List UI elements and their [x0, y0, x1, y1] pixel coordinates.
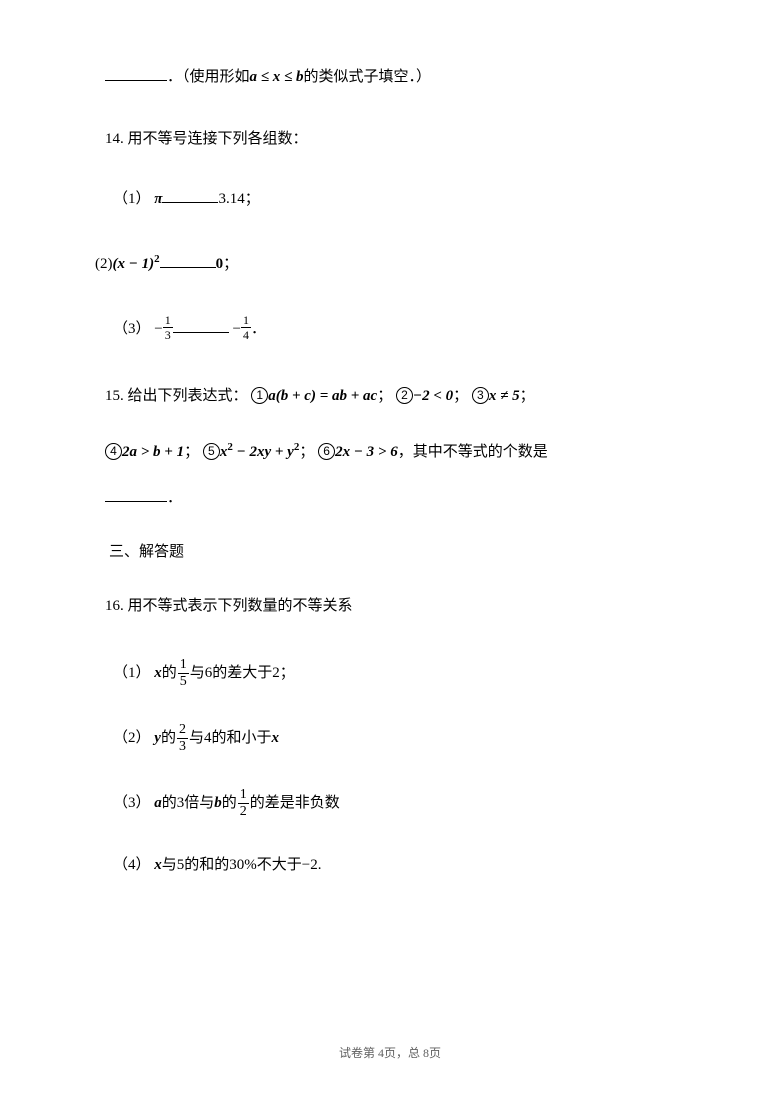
label: (2): [95, 256, 113, 272]
num: 2: [177, 723, 188, 739]
x: x: [154, 665, 162, 681]
q16-sub4: （4） x与5的和的30%不大于−2.: [105, 853, 685, 877]
frac-1-5: 15: [178, 658, 189, 689]
zero: 0: [216, 256, 224, 272]
pi: π: [154, 191, 162, 207]
punct: ．: [167, 490, 182, 506]
circled-2: 2: [396, 387, 413, 404]
tail: ，其中不等式的个数是: [398, 444, 548, 460]
frac-2-3: 23: [177, 723, 188, 754]
num: 1: [241, 314, 251, 328]
expr1: a(b + c) = ab + ac: [268, 388, 377, 404]
num: 1: [178, 658, 189, 674]
text: 的3倍与: [162, 795, 215, 811]
circled-5: 5: [203, 443, 220, 460]
circled-1: 1: [251, 387, 268, 404]
sep: ；: [184, 444, 199, 460]
circled-6: 6: [318, 443, 335, 460]
x: x: [271, 730, 279, 746]
text: 的: [161, 730, 176, 746]
expr6: 2x − 3 > 6: [335, 444, 398, 460]
text: 与4的和小于: [189, 730, 272, 746]
num: 1: [163, 314, 173, 328]
text: 的类似式子填空．）: [303, 69, 431, 85]
text: ．（使用形如: [167, 69, 250, 85]
label: （1）: [113, 665, 151, 681]
punct: ；: [223, 256, 238, 272]
text: 三、解答题: [109, 544, 184, 560]
page-content: ．（使用形如a ≤ x ≤ b的类似式子填空．） 14. 用不等号连接下列各组数…: [0, 0, 780, 877]
text: 16. 用不等式表示下列数量的不等关系: [105, 598, 353, 614]
q14-sub3: （3） −13 −14．: [105, 316, 685, 343]
neg: −: [232, 321, 240, 337]
text: 的: [162, 665, 177, 681]
a: a: [154, 795, 162, 811]
label: （4）: [113, 857, 151, 873]
q14-sub2: (2)(x − 1)20；: [95, 251, 685, 276]
circled-3: 3: [472, 387, 489, 404]
q14-sub1: （1） π 3.14；: [105, 187, 685, 211]
den: 5: [178, 674, 189, 689]
text: 与5的和的30%不大于−2.: [162, 857, 322, 873]
den: 3: [163, 328, 173, 341]
q16-stem: 16. 用不等式表示下列数量的不等关系: [105, 594, 685, 618]
fill-blank: [162, 188, 218, 203]
expr2: −2 < 0: [413, 388, 453, 404]
label: （2）: [113, 730, 151, 746]
sep: ；: [453, 388, 468, 404]
den: 3: [177, 739, 188, 754]
sep: ；: [520, 388, 535, 404]
range-expr: a ≤ x ≤ b: [250, 69, 304, 85]
b: b: [214, 795, 222, 811]
x: x: [154, 857, 162, 873]
circled-4: 4: [105, 443, 122, 460]
q15-stem: 15. 给出下列表达式： 1a(b + c) = ab + ac； 2−2 < …: [105, 381, 685, 411]
right: 3.14: [218, 191, 244, 207]
expr3: x ≠ 5: [489, 388, 520, 404]
frac-1-2: 12: [238, 788, 249, 819]
expr4: 2a > b + 1: [122, 444, 184, 460]
label: （1）: [113, 191, 151, 207]
den: 4: [241, 328, 251, 341]
expr: (x − 1): [113, 256, 155, 272]
page-footer: 试卷第 4页，总 8页: [0, 1044, 780, 1061]
footer-text: 试卷第 4页，总 8页: [339, 1046, 441, 1060]
punct: ；: [245, 191, 260, 207]
fill-blank: [105, 487, 167, 502]
q16-sub2: （2） y的23与4的和小于x: [105, 723, 685, 754]
fill-blank: [173, 318, 229, 333]
q15-blank: ．: [105, 486, 685, 510]
q16-sub1: （1） x的15与6的差大于2；: [105, 658, 685, 689]
text: 14. 用不等号连接下列各组数：: [105, 131, 308, 147]
section-title: 三、解答题: [105, 540, 685, 564]
q-cont-line: ．（使用形如a ≤ x ≤ b的类似式子填空．）: [105, 65, 685, 89]
den: 2: [238, 804, 249, 819]
sep: ；: [299, 444, 314, 460]
q15-cont: 42a > b + 1； 5x2 − 2xy + y2； 62x − 3 > 6…: [105, 439, 685, 464]
frac-1-3: 13: [163, 314, 173, 341]
frac-1-4: 14: [241, 314, 251, 341]
num: 1: [238, 788, 249, 804]
text: 的差是非负数: [250, 795, 340, 811]
text: 的: [222, 795, 237, 811]
text: 与6的差大于2；: [190, 665, 295, 681]
punct: ．: [251, 321, 266, 337]
text: 15. 给出下列表达式：: [105, 388, 248, 404]
sep: ；: [377, 388, 392, 404]
label: （3）: [113, 795, 151, 811]
expr5b: − 2xy + y: [233, 444, 294, 460]
fill-blank: [160, 253, 216, 268]
label: （3）: [113, 321, 151, 337]
y: y: [154, 730, 161, 746]
q16-sub3: （3） a的3倍与b的12的差是非负数: [105, 788, 685, 819]
fill-blank: [105, 66, 167, 81]
neg: −: [154, 321, 162, 337]
q14-stem: 14. 用不等号连接下列各组数：: [105, 127, 685, 151]
